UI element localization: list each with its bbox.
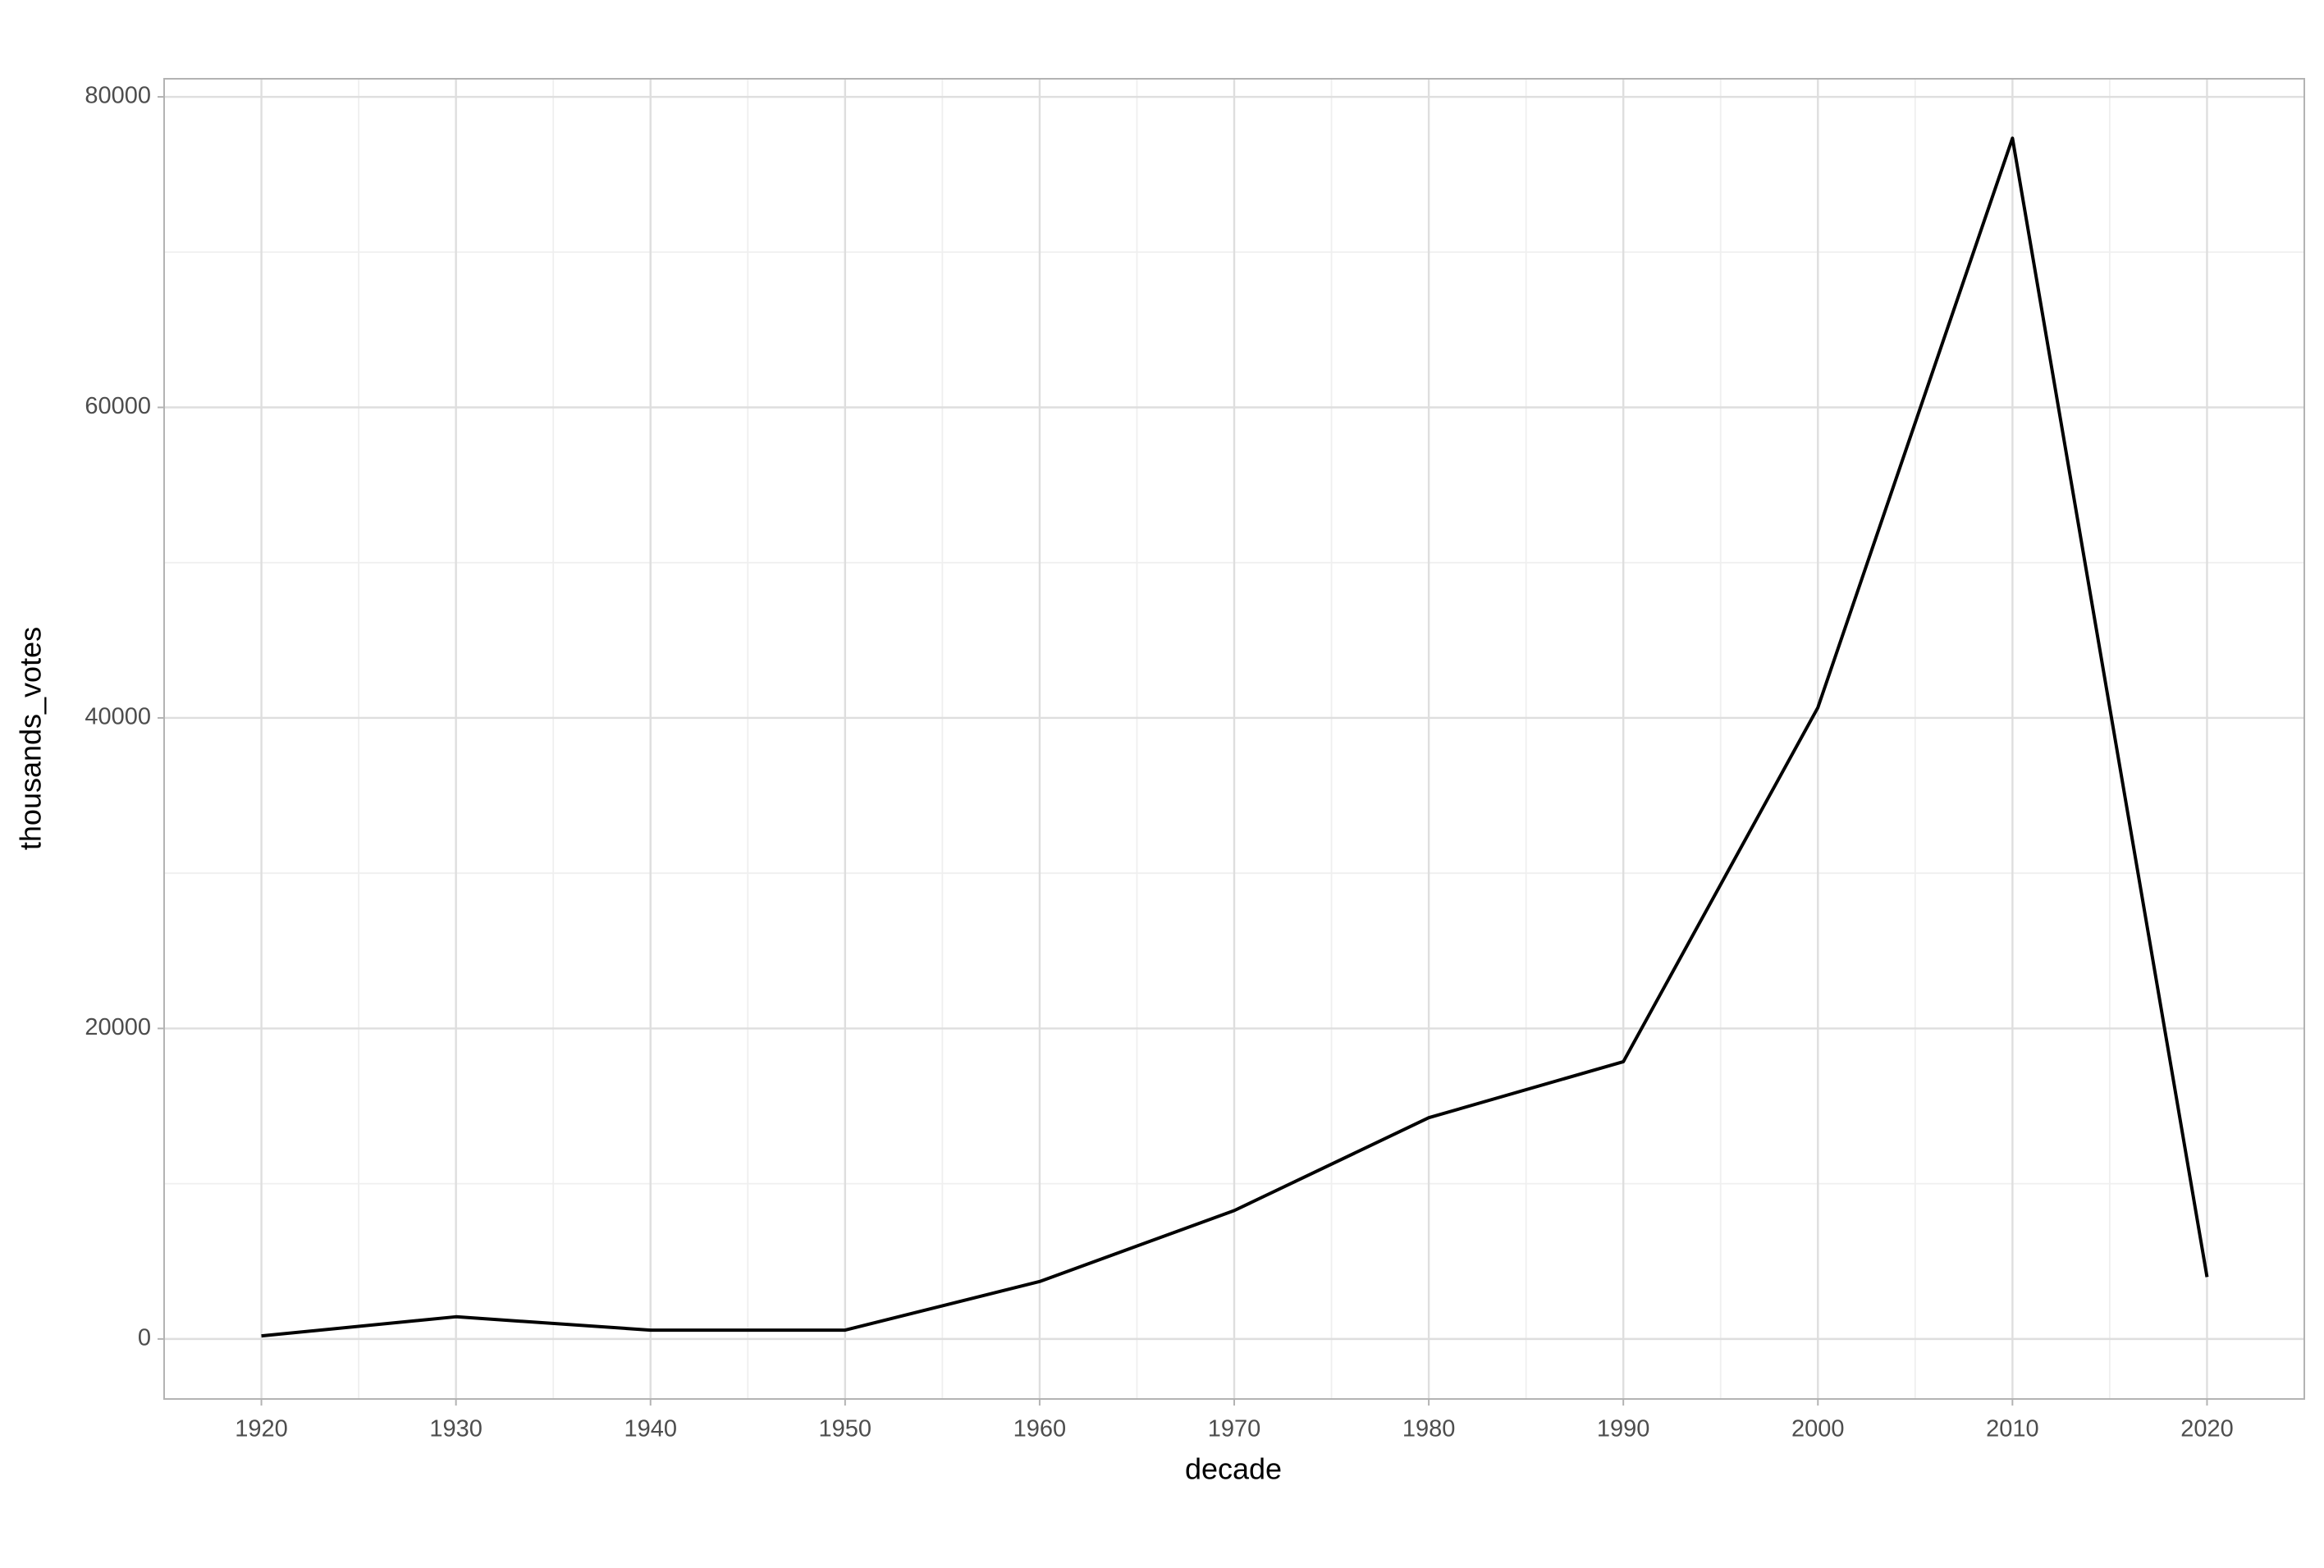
y-tick-label: 60000: [85, 393, 151, 419]
x-tick-label: 2010: [1986, 1416, 2039, 1442]
y-tick-label: 20000: [85, 1014, 151, 1040]
y-tick-label: 40000: [85, 704, 151, 730]
data-line: [261, 136, 2209, 1338]
x-tick-label: 2020: [2180, 1416, 2234, 1442]
x-tick-label: 1990: [1597, 1416, 1650, 1442]
y-tick-label: 80000: [85, 83, 151, 109]
x-tick-label: 1970: [1208, 1416, 1261, 1442]
x-axis-title: decade: [1185, 1452, 1282, 1486]
x-tick-label: 1950: [819, 1416, 872, 1442]
x-tick-label: 1930: [429, 1416, 483, 1442]
x-tick-label: 2000: [1791, 1416, 1845, 1442]
x-tick-label: 1960: [1013, 1416, 1067, 1442]
panel-border: [163, 78, 2305, 1400]
y-tick-label: 0: [138, 1325, 151, 1351]
x-tick-label: 1980: [1402, 1416, 1456, 1442]
x-tick-label: 1940: [624, 1416, 677, 1442]
x-tick-label: 1920: [235, 1416, 288, 1442]
y-axis-title: thousands_votes: [14, 627, 48, 850]
